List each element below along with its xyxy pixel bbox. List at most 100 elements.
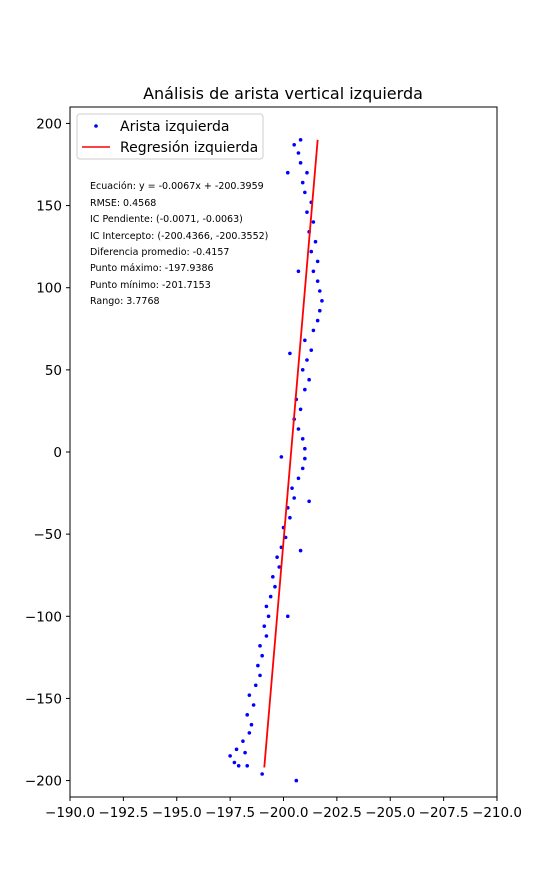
scatter-point xyxy=(307,377,311,382)
scatter-point xyxy=(262,624,267,628)
scatter-point xyxy=(305,358,309,362)
scatter-point xyxy=(236,763,241,768)
legend-marker-scatter xyxy=(94,124,98,128)
scatter-point xyxy=(298,548,303,553)
y-tick-label: 0 xyxy=(53,445,62,461)
scatter-point xyxy=(288,351,292,356)
scatter-point xyxy=(292,496,296,500)
scatter-point xyxy=(290,486,294,490)
scatter-point xyxy=(253,683,258,688)
scatter-point xyxy=(317,289,322,293)
scatter-point xyxy=(264,604,269,609)
plot-frame xyxy=(69,106,498,798)
scatter-point xyxy=(298,407,303,412)
scatter-point xyxy=(315,318,320,323)
scatter-point xyxy=(258,644,262,648)
scatter-point xyxy=(260,653,264,658)
stats-line: Rango: 3.7768 xyxy=(90,296,160,307)
scatter-point xyxy=(313,239,318,244)
scatter-point xyxy=(298,161,303,165)
x-tick-label: −200.0 xyxy=(259,805,309,821)
scatter-point xyxy=(288,515,292,520)
scatter-point xyxy=(285,170,290,175)
scatter-point xyxy=(285,614,290,619)
y-tick-label: −200 xyxy=(25,774,62,790)
scatter-point xyxy=(275,555,279,559)
legend-box xyxy=(76,113,264,160)
stats-line: IC Intercepto: (-200.4366, -200.3552) xyxy=(90,231,268,242)
scatter-point xyxy=(243,750,247,755)
scatter-point xyxy=(228,754,232,758)
scatter-point xyxy=(311,220,316,224)
scatter-point xyxy=(303,190,307,195)
scatter-point xyxy=(303,338,307,343)
scatter-point xyxy=(300,437,305,441)
y-tick-label: 50 xyxy=(45,363,62,379)
y-tick-label: −150 xyxy=(25,691,62,707)
scatter-point xyxy=(294,778,299,783)
legend-label-arista: Arista izquierda xyxy=(120,119,230,135)
scatter-point xyxy=(273,584,277,589)
scatter-point xyxy=(232,760,237,765)
scatter-point xyxy=(296,476,301,481)
x-tick-label: −192.5 xyxy=(98,805,148,821)
scatter-point xyxy=(305,170,309,175)
y-axis-ticks: −200 −150 −100 −50 0 50 100 150 200 xyxy=(25,116,70,790)
scatter-point xyxy=(303,456,307,461)
scatter-point xyxy=(296,427,301,431)
stats-line: Ecuación: y = -0.0067x + -200.3959 xyxy=(90,181,264,192)
scatter-point xyxy=(245,713,250,717)
scatter-point xyxy=(303,387,307,392)
scatter-point xyxy=(300,466,305,471)
x-tick-label: −210.0 xyxy=(472,805,522,821)
plot-marks xyxy=(228,138,324,783)
scatter-point xyxy=(234,747,239,752)
scatter-point xyxy=(311,328,316,333)
scatter-point xyxy=(268,594,273,599)
scatter-point xyxy=(298,138,303,142)
y-tick-label: 200 xyxy=(36,116,62,132)
scatter-point xyxy=(271,575,275,579)
scatter-point xyxy=(309,348,314,352)
scatter-point xyxy=(320,299,324,303)
x-axis-ticks: −190.0 −192.5 −195.0 −197.5 −200.0 −202.5 −205… xyxy=(45,797,522,821)
y-tick-label: −50 xyxy=(34,527,63,543)
scatter-point xyxy=(247,731,252,735)
scatter-point xyxy=(296,269,301,274)
scatter-point xyxy=(256,663,260,668)
scatter-point xyxy=(264,634,269,638)
chart-title: Análisis de arista vertical izquierda xyxy=(143,84,423,103)
scatter-point xyxy=(307,499,311,504)
x-tick-label: −207.5 xyxy=(419,805,469,821)
scatter-point xyxy=(249,722,254,727)
stats-line: RMSE: 0.4568 xyxy=(90,198,156,209)
x-tick-label: −202.5 xyxy=(312,805,362,821)
x-tick-label: −197.5 xyxy=(205,805,255,821)
stats-line: Punto máximo: -197.9386 xyxy=(90,263,214,274)
x-tick-label: −195.0 xyxy=(152,805,202,821)
scatter-point xyxy=(296,151,301,155)
scatter-point xyxy=(317,308,322,313)
scatter-point xyxy=(315,259,320,264)
x-tick-label: −205.0 xyxy=(365,805,415,821)
scatter-point xyxy=(303,446,307,451)
scatter-point xyxy=(241,739,245,743)
stats-block: Ecuación: y = -0.0067x + -200.3959 RMSE:… xyxy=(90,181,268,307)
scatter-point xyxy=(266,614,271,619)
scatter-point xyxy=(300,180,305,185)
scatter-point xyxy=(251,703,256,707)
scatter-point xyxy=(300,368,305,372)
scatter-point xyxy=(309,249,314,254)
scatter-point xyxy=(305,210,309,214)
legend[interactable]: Arista izquierda Regresión izquierda xyxy=(76,113,264,160)
stats-line: IC Pendiente: (-0.0071, -0.0063) xyxy=(90,214,243,225)
stats-line: Diferencia promedio: -0.4157 xyxy=(90,247,229,258)
scatter-point xyxy=(279,455,284,459)
stats-line: Punto mínimo: -201.7153 xyxy=(90,280,211,291)
regression-line xyxy=(263,139,319,768)
x-tick-label: −190.0 xyxy=(45,805,95,821)
y-tick-label: 150 xyxy=(36,199,62,215)
scatter-point xyxy=(258,673,262,678)
y-tick-label: −100 xyxy=(25,609,62,625)
